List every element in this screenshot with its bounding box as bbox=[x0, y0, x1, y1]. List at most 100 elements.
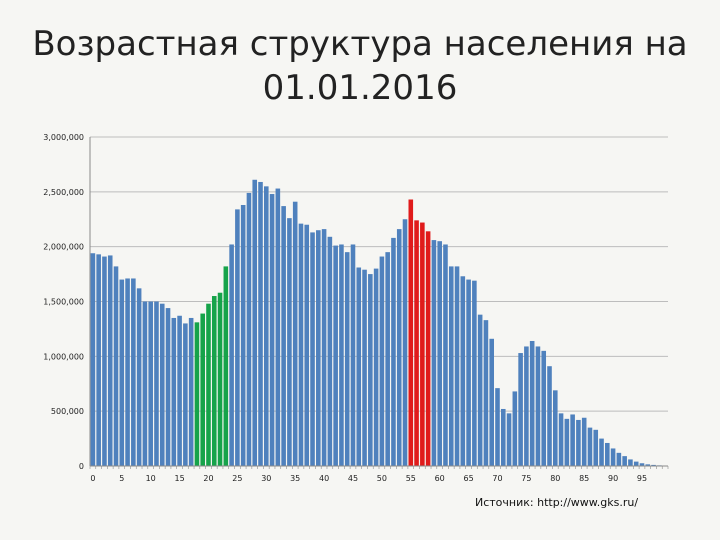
y-tick-label: 2,500,000 bbox=[43, 188, 84, 197]
x-tick-label: 50 bbox=[377, 474, 387, 483]
y-tick-label: 3,000,000 bbox=[43, 133, 84, 142]
bar-age-29 bbox=[258, 181, 263, 467]
bar-age-11 bbox=[154, 301, 159, 466]
y-tick-label: 0 bbox=[79, 462, 84, 471]
bar-age-15 bbox=[177, 315, 182, 466]
bar-age-77 bbox=[535, 346, 541, 466]
bar-age-72 bbox=[506, 413, 512, 466]
bar-age-69 bbox=[489, 338, 494, 466]
bar-age-48 bbox=[368, 274, 373, 466]
bar-age-3 bbox=[107, 255, 113, 466]
bar-age-89 bbox=[605, 442, 610, 466]
chart-title: Возрастная структура населения на 01.01.… bbox=[0, 22, 720, 110]
x-tick-label: 60 bbox=[435, 474, 445, 483]
x-tick-label: 35 bbox=[290, 474, 300, 483]
bar-age-37 bbox=[304, 224, 310, 466]
bar-age-5 bbox=[119, 279, 125, 466]
bar-age-7 bbox=[131, 278, 136, 466]
bar-age-58 bbox=[425, 231, 431, 466]
bar-age-2 bbox=[102, 256, 107, 466]
bar-age-96 bbox=[645, 464, 651, 466]
bar-age-57 bbox=[420, 222, 425, 466]
bar-age-83 bbox=[570, 414, 575, 466]
chart-title-line-1: Возрастная структура населения на bbox=[32, 24, 688, 64]
bar-age-52 bbox=[391, 237, 396, 466]
x-tick-label: 5 bbox=[119, 474, 124, 483]
bar-age-95 bbox=[639, 463, 645, 466]
bar-age-30 bbox=[264, 186, 269, 466]
bar-age-24 bbox=[229, 244, 234, 466]
bar-age-36 bbox=[298, 223, 304, 466]
bar-age-71 bbox=[500, 408, 506, 466]
x-tick-label: 45 bbox=[348, 474, 358, 483]
x-tick-label: 20 bbox=[203, 474, 213, 483]
bar-age-60 bbox=[437, 241, 442, 466]
bar-age-33 bbox=[281, 206, 286, 466]
bar-age-34 bbox=[287, 218, 292, 466]
y-tick-label: 500,000 bbox=[51, 407, 84, 416]
bar-age-73 bbox=[512, 391, 518, 466]
bar-age-43 bbox=[339, 244, 344, 466]
bar-age-90 bbox=[610, 448, 616, 466]
x-tick-label: 55 bbox=[406, 474, 416, 483]
bar-age-41 bbox=[327, 236, 333, 466]
bar-age-87 bbox=[593, 429, 599, 466]
x-tick-label: 70 bbox=[492, 474, 502, 483]
bar-age-91 bbox=[616, 452, 622, 466]
bar-age-70 bbox=[495, 388, 500, 466]
bar-age-62 bbox=[448, 266, 454, 466]
bar-age-97 bbox=[651, 464, 656, 466]
bar-age-49 bbox=[373, 268, 379, 466]
x-tick-label: 80 bbox=[550, 474, 560, 483]
bar-age-84 bbox=[576, 419, 581, 466]
x-tick-label: 25 bbox=[232, 474, 242, 483]
bar-age-68 bbox=[483, 320, 489, 466]
x-tick-label: 65 bbox=[463, 474, 473, 483]
bar-age-42 bbox=[333, 245, 338, 466]
x-tick-label: 75 bbox=[521, 474, 531, 483]
bar-age-93 bbox=[628, 459, 633, 466]
x-tick-label: 40 bbox=[319, 474, 329, 483]
bar-age-61 bbox=[443, 244, 448, 466]
bar-age-16 bbox=[183, 323, 188, 466]
source-note: Источник: http://www.gks.ru/ bbox=[475, 496, 639, 509]
bar-age-19 bbox=[200, 313, 205, 466]
bar-age-39 bbox=[316, 230, 321, 466]
bar-age-44 bbox=[344, 252, 350, 466]
x-tick-label: 30 bbox=[261, 474, 271, 483]
bar-age-82 bbox=[564, 418, 570, 466]
bar-age-17 bbox=[188, 317, 194, 466]
bar-age-18 bbox=[194, 322, 200, 466]
bar-age-88 bbox=[599, 438, 604, 466]
bar-age-64 bbox=[460, 276, 466, 466]
bar-age-74 bbox=[518, 353, 523, 466]
bar-age-32 bbox=[275, 188, 281, 466]
bar-age-76 bbox=[529, 340, 535, 466]
x-tick-label: 15 bbox=[174, 474, 184, 483]
chart-title-line-2: 01.01.2016 bbox=[262, 68, 458, 108]
bar-age-31 bbox=[269, 194, 275, 466]
bar-age-85 bbox=[581, 417, 587, 466]
bar-age-86 bbox=[587, 427, 593, 466]
bar-age-75 bbox=[524, 346, 529, 466]
bar-age-66 bbox=[472, 280, 477, 466]
bar-age-51 bbox=[385, 252, 390, 466]
bar-age-1 bbox=[96, 254, 101, 466]
bar-age-9 bbox=[142, 301, 148, 466]
bar-age-53 bbox=[396, 229, 402, 466]
bar-age-56 bbox=[414, 220, 419, 466]
bar-age-14 bbox=[171, 317, 177, 466]
bar-age-23 bbox=[223, 266, 229, 466]
x-tick-label: 95 bbox=[637, 474, 647, 483]
bar-age-21 bbox=[211, 296, 217, 466]
bar-age-13 bbox=[165, 308, 171, 466]
bar-age-80 bbox=[553, 390, 558, 466]
bar-age-59 bbox=[431, 240, 437, 466]
bar-age-10 bbox=[148, 301, 153, 466]
bar-age-94 bbox=[633, 461, 639, 466]
bar-age-26 bbox=[240, 204, 246, 466]
bar-age-38 bbox=[310, 232, 315, 466]
y-tick-label: 2,000,000 bbox=[43, 243, 84, 252]
x-tick-label: 85 bbox=[579, 474, 589, 483]
